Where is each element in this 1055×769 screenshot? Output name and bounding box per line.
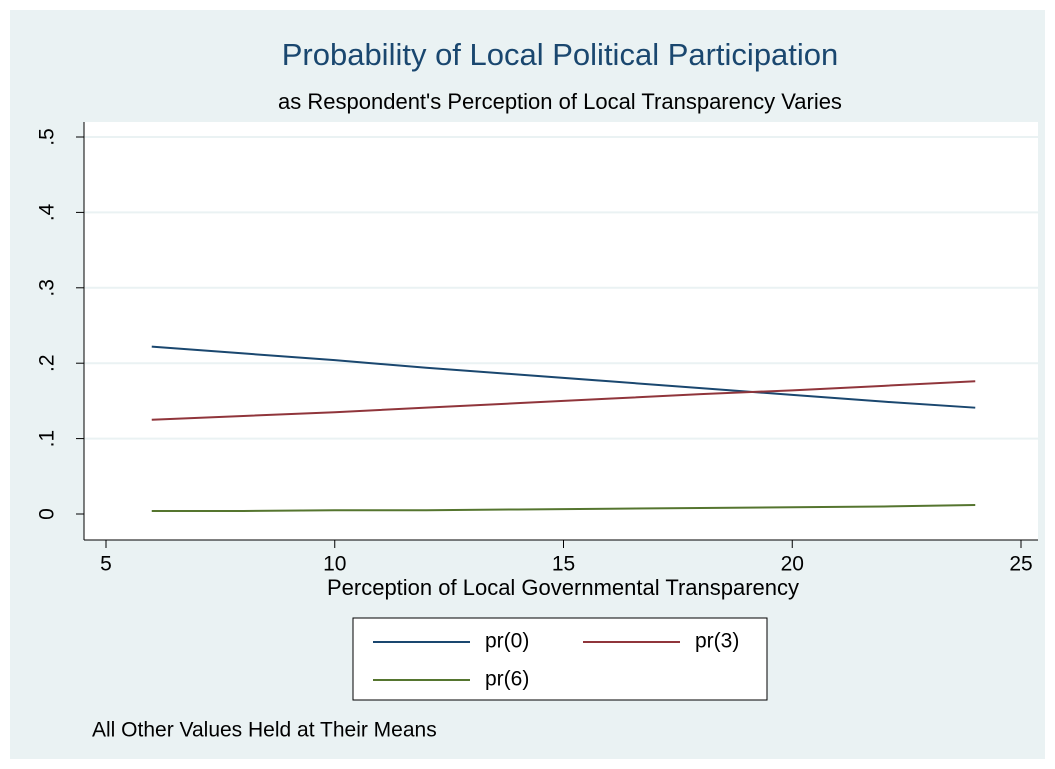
legend: [352, 617, 768, 701]
chart-title: Probability of Local Political Participa…: [282, 37, 839, 72]
series-line: [151, 380, 976, 421]
y-tick-label: 0: [36, 508, 59, 520]
legend-label: pr(0): [485, 630, 529, 653]
y-tick-label: .5: [36, 128, 59, 146]
legend-label: pr(3): [695, 630, 739, 653]
y-tick-label: .3: [36, 279, 59, 297]
plot-area: [84, 122, 1038, 540]
x-tick-label: 20: [781, 553, 804, 576]
y-tick-label: .4: [36, 203, 59, 221]
chart-subtitle: as Respondent's Perception of Local Tran…: [278, 89, 842, 114]
legend-label: pr(6): [485, 668, 529, 691]
series-line: [151, 345, 976, 409]
y-tick-label: .2: [36, 354, 59, 372]
y-tick-label: .1: [36, 430, 59, 448]
x-tick-label: 10: [323, 553, 346, 576]
x-tick-label: 15: [552, 553, 575, 576]
note: All Other Values Held at Their Means: [92, 719, 437, 742]
x-tick-label: 25: [1009, 553, 1032, 576]
x-axis-title: Perception of Local Governmental Transpa…: [327, 575, 799, 600]
x-tick-label: 5: [100, 553, 112, 576]
series-line: [151, 503, 976, 512]
